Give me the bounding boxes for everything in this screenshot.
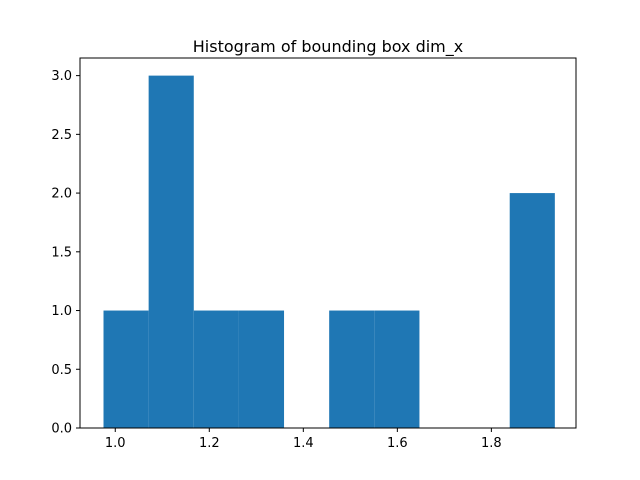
y-tick-label-3: 1.5 xyxy=(51,245,72,260)
chart-title: Histogram of bounding box dim_x xyxy=(193,37,463,57)
x-tick-label-3: 1.6 xyxy=(387,436,408,451)
x-tick-label-0: 1.0 xyxy=(105,436,126,451)
y-tick-label-5: 2.5 xyxy=(51,128,72,143)
histogram-bar-9 xyxy=(509,193,555,428)
y-tick-label-2: 1.0 xyxy=(51,304,72,319)
histogram-bar-3 xyxy=(238,310,285,428)
histogram-bar-1 xyxy=(148,75,194,428)
y-axis: 0.0 0.5 1.0 1.5 2.0 2.5 3.0 xyxy=(51,69,80,437)
plot-area-frame xyxy=(79,57,577,429)
x-tick-label-4: 1.8 xyxy=(481,436,502,451)
y-tick-label-1: 0.5 xyxy=(51,363,72,378)
histogram-bar-5 xyxy=(329,310,375,428)
histogram-bar-0 xyxy=(103,310,149,428)
x-axis: 1.0 1.2 1.4 1.6 1.8 xyxy=(105,428,502,451)
y-tick-label-4: 2.0 xyxy=(51,187,72,202)
y-tick-label-0: 0.0 xyxy=(51,422,72,437)
histogram-bar-2 xyxy=(193,310,239,428)
bars-group xyxy=(103,75,555,428)
histogram-bar-6 xyxy=(374,310,420,428)
y-tick-label-6: 3.0 xyxy=(51,69,72,84)
x-tick-label-2: 1.4 xyxy=(293,436,314,451)
x-tick-label-1: 1.2 xyxy=(199,436,220,451)
